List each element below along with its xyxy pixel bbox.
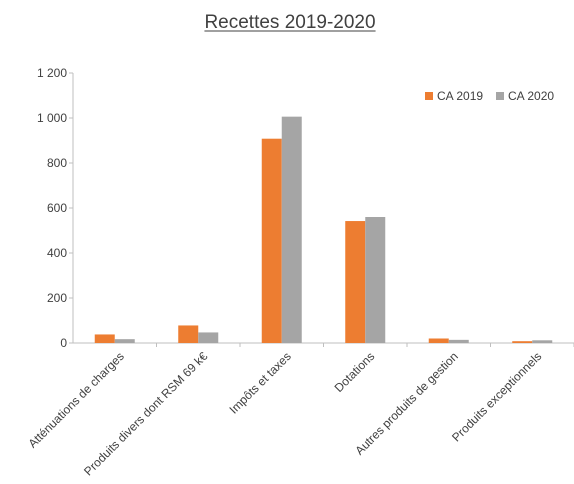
bar-ca2020 [282,117,302,343]
bar-ca2019 [429,339,449,344]
legend: CA 2019 CA 2020 [425,89,554,103]
bar-ca2020 [365,217,385,343]
legend-label: CA 2020 [508,89,554,103]
x-category-label: Produits exceptionnels [449,349,544,444]
x-category-label: Impôts et taxes [226,349,293,416]
y-tick-label: 800 [47,156,67,170]
bar-ca2020 [532,340,552,343]
legend-label: CA 2019 [437,89,483,103]
x-category-label: Dotations [332,349,378,395]
bar-ca2020 [449,340,469,343]
legend-swatch [496,92,504,100]
chart-title: Recettes 2019-2020 [204,12,375,33]
bar-ca2020 [198,332,218,343]
x-category-label: Atténuations de charges [25,349,126,450]
y-tick-label: 600 [47,201,67,215]
y-tick-label: 1 000 [37,111,67,125]
bars [95,117,553,343]
legend-swatch [425,92,433,100]
axes: 0 200 400 600 800 1 000 1 200 [37,66,574,350]
y-tick-label: 0 [60,336,67,350]
y-tick-label: 1 200 [37,66,67,80]
bar-ca2019 [512,341,532,343]
bar-ca2019 [95,334,115,343]
y-tick-label: 200 [47,291,67,305]
bar-ca2019 [345,221,365,343]
bar-ca2019 [262,139,282,343]
bar-ca2019 [178,325,198,343]
y-tick-label: 400 [47,246,67,260]
bar-ca2020 [115,339,135,343]
